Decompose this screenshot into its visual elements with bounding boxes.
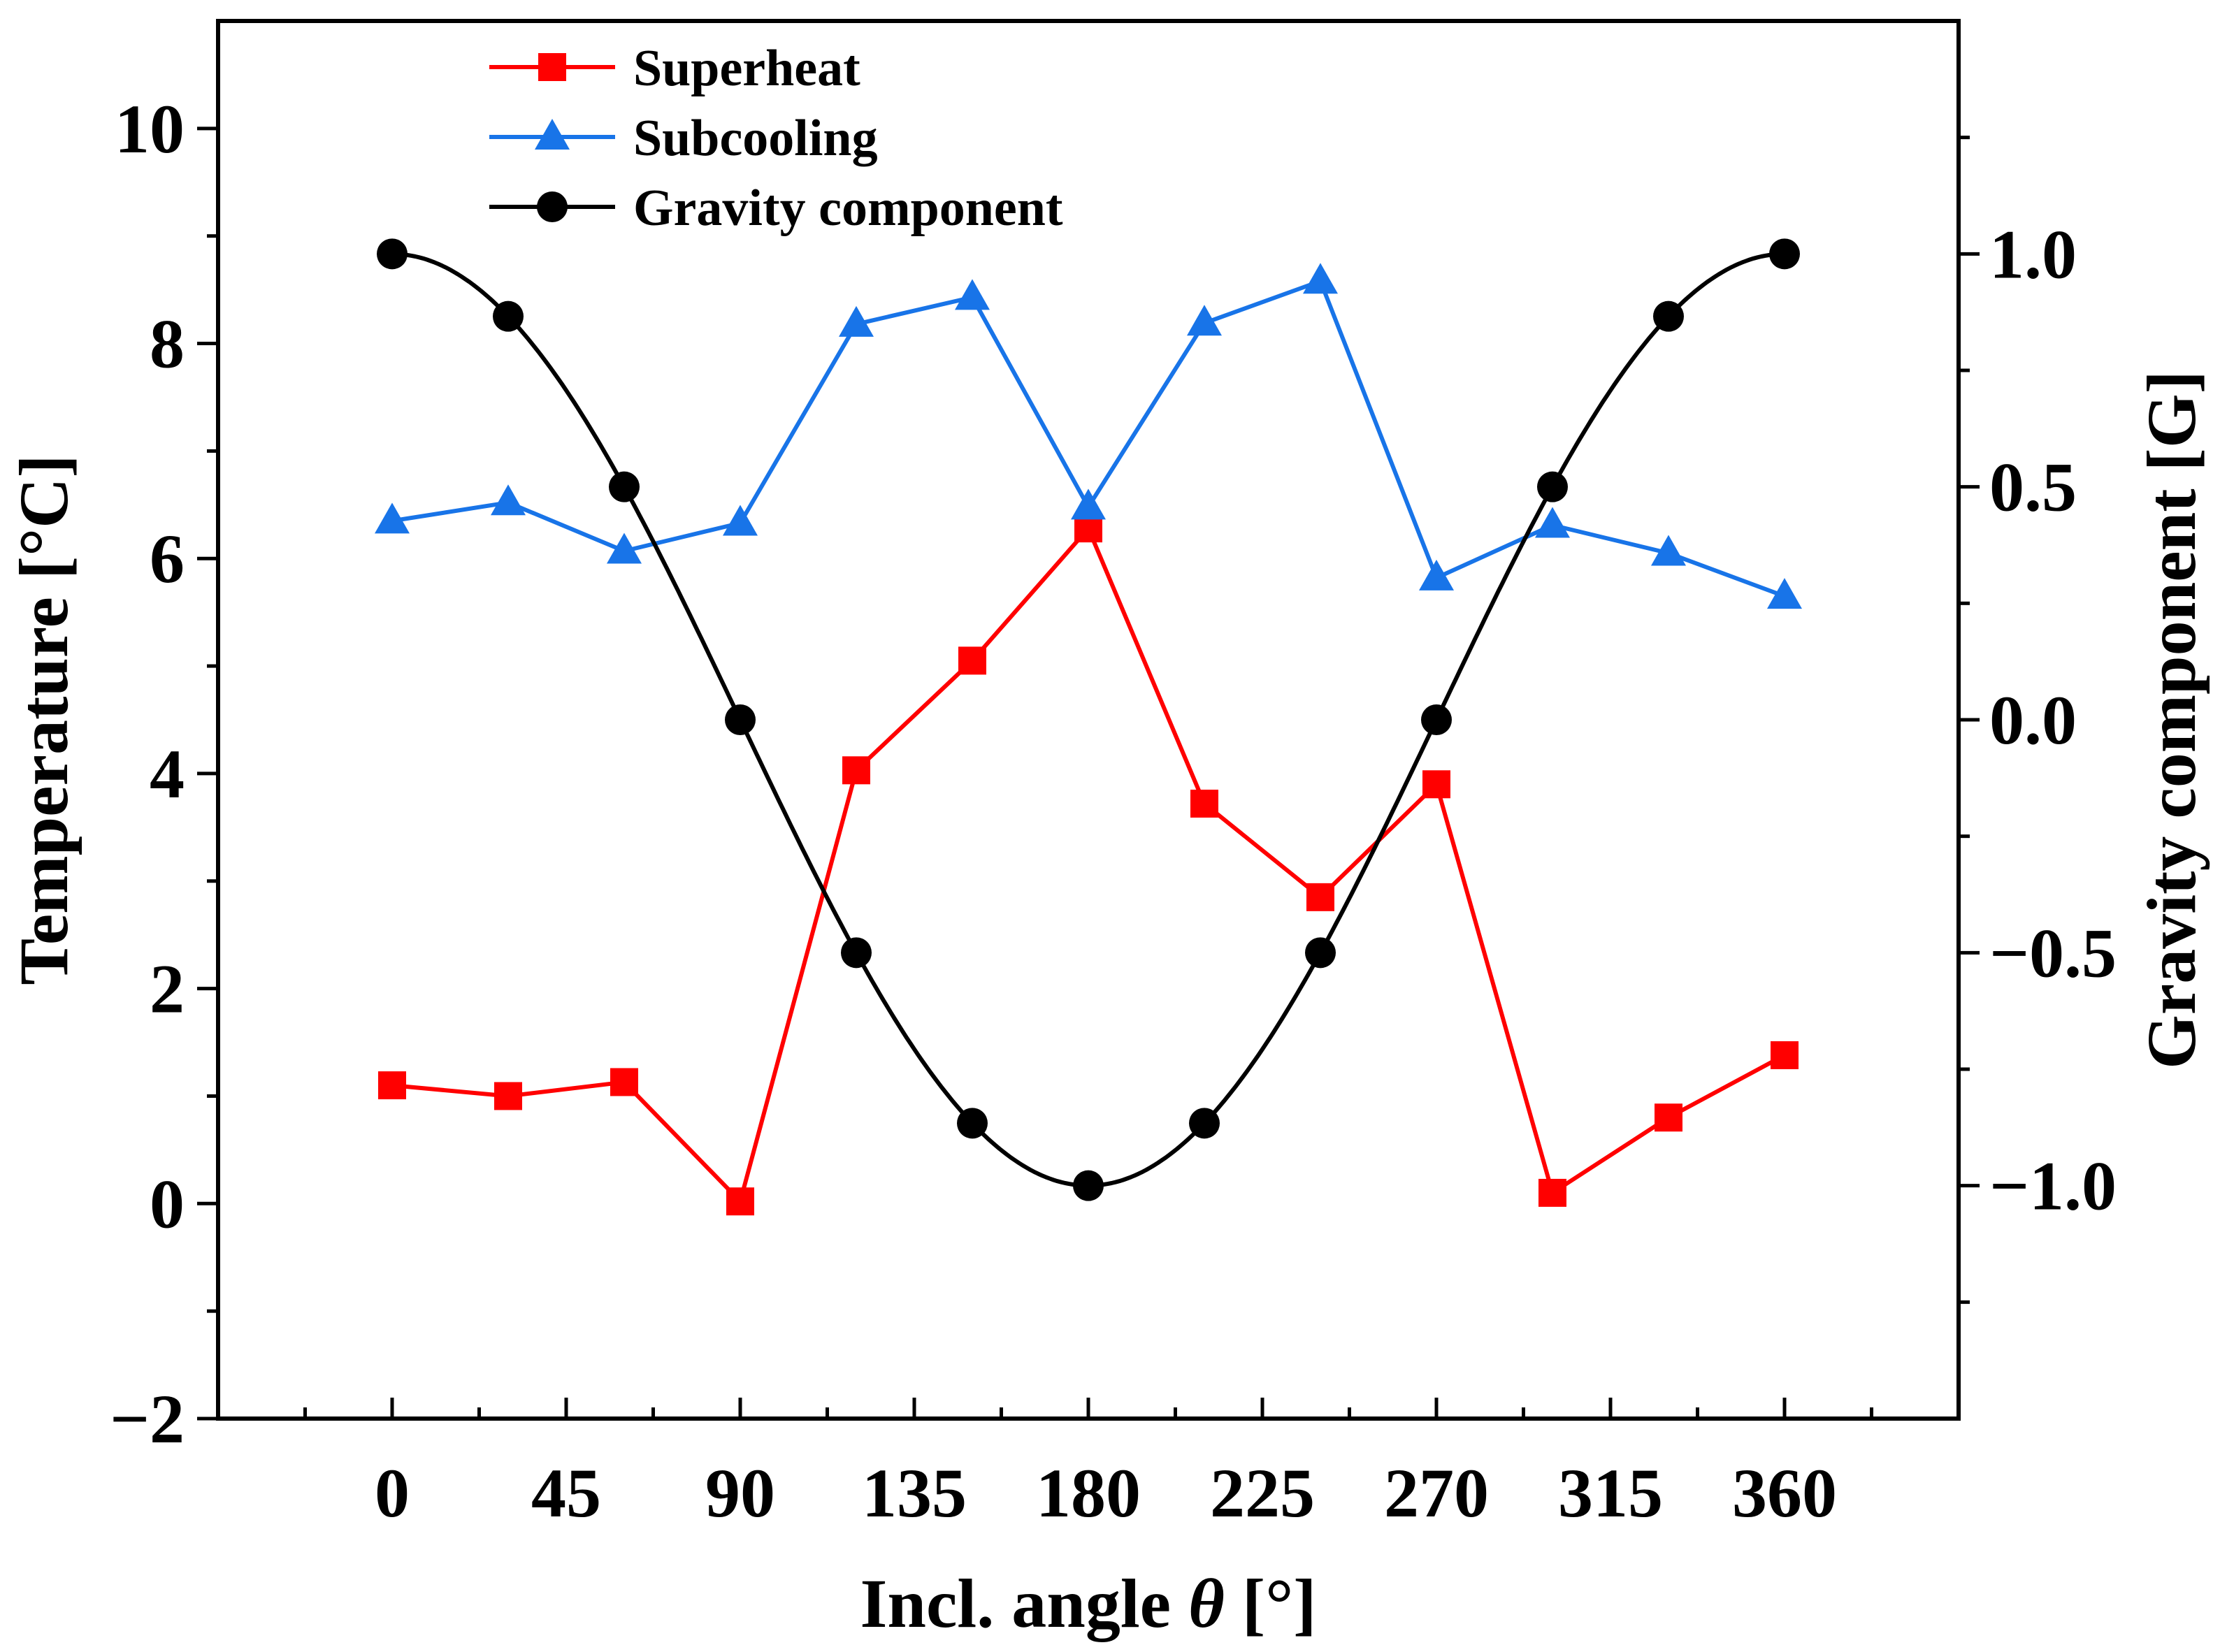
x-tick-label: 225: [1210, 1454, 1315, 1532]
x-tick-label: 315: [1558, 1454, 1663, 1532]
legend-marker-superheat: [538, 53, 566, 81]
subcooling-point: [375, 502, 410, 534]
y-tick-label: 8: [150, 305, 185, 383]
subcooling-point: [1419, 559, 1454, 590]
subcooling-point: [839, 305, 874, 337]
x-tick-label: 90: [705, 1454, 775, 1532]
legend-marker-subcooling: [535, 119, 570, 150]
x-tick-label: 0: [375, 1454, 410, 1532]
superheat-point: [1655, 1103, 1682, 1132]
superheat-point: [378, 1071, 406, 1100]
y2-axis-title: Gravity component [G]: [2133, 370, 2210, 1069]
legend-label-subcooling: Subcooling: [633, 110, 878, 167]
superheat-point: [958, 646, 986, 675]
y-tick-label: −2: [110, 1380, 185, 1458]
subcooling-point: [723, 505, 758, 536]
y2-tick-label: 0.0: [1989, 681, 2077, 759]
gravity-component-point: [493, 300, 524, 332]
superheat-point: [1190, 790, 1218, 818]
superheat-point: [1306, 883, 1334, 911]
gravity-component-point: [1073, 1170, 1104, 1201]
y2-tick-label: 1.0: [1989, 215, 2077, 293]
gravity-component-point: [377, 238, 408, 270]
legend-marker-gravity-component: [537, 191, 568, 222]
superheat-point: [1538, 1178, 1566, 1207]
subcooling-point: [955, 279, 990, 310]
y-tick-label: 4: [150, 735, 185, 813]
gravity-component-point: [1421, 704, 1452, 735]
x-tick-label: 135: [862, 1454, 967, 1532]
tick-labels: 0 45 90 135 180 225 270 315 360 −2 0 2 4 6 8 10 −1.0 −0.5…: [110, 90, 2117, 1532]
gravity-component-point: [1769, 238, 1800, 270]
gravity-component-point: [1537, 471, 1568, 502]
subcooling-point: [1071, 488, 1106, 520]
legend-label-gravity-component: Gravity component: [633, 180, 1063, 237]
gravity-component-point: [957, 1108, 988, 1139]
y2-tick-label: 0.5: [1989, 449, 2077, 526]
superheat-point: [726, 1187, 754, 1216]
superheat-point: [1771, 1041, 1799, 1069]
subcooling-point: [1535, 507, 1570, 538]
superheat-point: [610, 1068, 638, 1096]
gravity-component-point: [1189, 1108, 1220, 1139]
series-markers: [375, 238, 1802, 1216]
gravity-component-point: [841, 937, 872, 969]
y-tick-label: 10: [115, 90, 185, 168]
legend: Superheat Subcooling Gravity component: [489, 40, 1063, 237]
superheat-point: [494, 1082, 522, 1110]
subcooling-point: [1303, 263, 1338, 294]
gravity-component-point: [609, 471, 640, 502]
x-tick-label: 180: [1036, 1454, 1141, 1532]
axis-ticks: [197, 126, 1980, 1421]
superheat-point: [1422, 770, 1450, 799]
gravity-component-point: [1653, 300, 1684, 332]
y-tick-label: 2: [150, 950, 185, 1028]
y-tick-label: 0: [150, 1165, 185, 1242]
superheat-point: [842, 756, 870, 785]
y2-tick-label: −0.5: [1989, 914, 2117, 992]
subcooling-point: [1767, 578, 1802, 609]
legend-label-superheat: Superheat: [633, 40, 860, 97]
x-tick-label: 270: [1384, 1454, 1489, 1532]
x-tick-label: 45: [531, 1454, 601, 1532]
y2-tick-label: −1.0: [1989, 1147, 2117, 1225]
y-tick-label: 6: [150, 520, 185, 597]
subcooling-point: [1187, 305, 1222, 336]
subcooling-point: [491, 484, 526, 516]
y-axis-title: Temperature [°C]: [5, 454, 82, 985]
gravity-component-point: [725, 704, 756, 735]
gravity-component-point: [1305, 937, 1336, 969]
subcooling-point: [1651, 535, 1686, 566]
subcooling-point: [607, 532, 642, 564]
x-tick-label: 360: [1732, 1454, 1837, 1532]
x-axis-title: Incl. angle θ [°]: [860, 1565, 1317, 1642]
